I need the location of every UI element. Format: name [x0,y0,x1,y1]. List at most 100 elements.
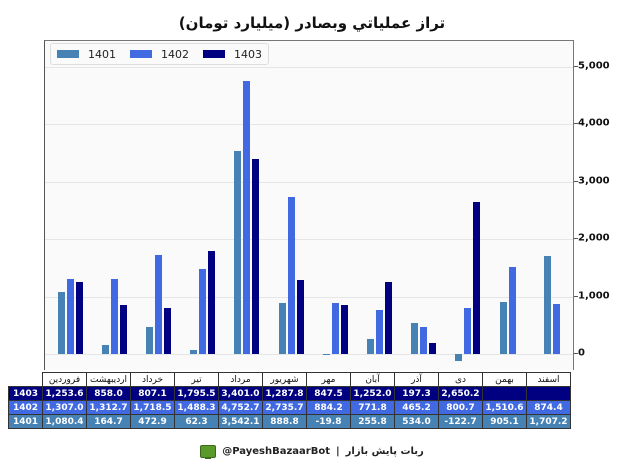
table-cell: -122.7 [438,414,483,429]
table-cell: 472.9 [130,414,175,429]
bot-handle: @PayeshBazaarBot [222,446,330,457]
table-header: مهر [306,372,351,387]
table-cell: 1,287.8 [262,386,307,401]
table-cell: 465.2 [394,400,439,415]
table-cell [526,386,571,401]
bar-1401-0 [57,291,65,354]
bar-1403-4 [252,158,260,354]
table-cell: 1,307.0 [42,400,87,415]
table-cell: 847.5 [306,386,351,401]
plot-area [44,40,574,370]
table-header: دی [438,372,483,387]
bar-1401-8 [411,323,419,354]
row-label: 1402 [8,400,43,415]
table-cell: 888.8 [262,414,307,429]
bar-1402-10 [508,267,516,354]
bar-1402-4 [243,81,251,354]
legend-swatch-icon [203,50,225,58]
chart-title: تراز عملیاتي وبصادر (میلیارد تومان) [178,14,446,32]
table-cell: 874.4 [526,400,571,415]
bar-1403-3 [208,250,216,354]
bar-1401-2 [145,326,153,354]
table-header: مرداد [218,372,263,387]
legend-item-1403: 1403 [203,48,262,61]
ytick-mark [574,66,578,67]
bar-1403-2 [163,307,171,354]
ytick-label: 1,000 [578,290,610,302]
table-cell: 1,718.5 [130,400,175,415]
table-cell: 3,542.1 [218,414,263,429]
ytick-mark [574,353,578,354]
table-header: تیر [174,372,219,387]
bar-1402-5 [287,196,295,354]
table-cell: 164.7 [86,414,131,429]
table-cell: 905.1 [482,414,527,429]
table-cell: 62.3 [174,414,219,429]
legend-label: 1401 [88,47,116,61]
bar-1402-9 [464,308,472,354]
bar-1401-9 [455,354,463,362]
bar-1401-1 [101,344,109,354]
table-cell: 2,650.2 [438,386,483,401]
table-cell: 1,253.6 [42,386,87,401]
bar-1403-5 [296,280,304,354]
bar-1401-3 [190,350,198,354]
table-header: خرداد [130,372,175,387]
table-cell: 800.7 [438,400,483,415]
gridline [45,67,573,68]
table-cell: 1,707.2 [526,414,571,429]
monitor-icon [200,445,217,459]
data-table: فروردین اردیبهشت خرداد تیر مرداد شهریور مهر آبا… [8,372,571,429]
gridline [45,181,573,183]
table-cell: 858.0 [86,386,131,401]
table-header: شهریور [262,372,307,387]
bar-1401-7 [366,339,374,354]
ytick-label: 2,000 [578,232,610,244]
gridline [45,296,573,298]
table-cell: 4,752.7 [218,400,263,415]
table-cell: -19.8 [306,414,351,429]
table-cell: 807.1 [130,386,175,401]
table-cell: 255.8 [350,414,395,429]
table-header: فروردین [42,372,87,387]
table-cell: 1,795.5 [174,386,219,401]
legend-item-1401: 1401 [57,48,116,61]
table-cell: 3,401.0 [218,386,263,401]
table-cell: 1,312.7 [86,400,131,415]
ytick-label: 4,000 [578,117,610,129]
gridline [45,354,573,355]
bar-1402-7 [375,309,383,354]
table-header: اردیبهشت [86,372,131,387]
bar-1402-11 [552,303,560,354]
ytick-mark [574,180,578,182]
bar-1401-5 [278,302,286,354]
table-row: 1401 1,080.4 164.7 472.9 62.3 3,542.1 888.8 -19… [8,414,571,429]
legend-swatch-icon [130,50,152,58]
bot-name: ربات پایش بازار [345,446,424,457]
table-corner [9,373,43,387]
legend-label: 1403 [234,47,262,61]
table-cell: 1,488.3 [174,400,219,415]
bar-1402-8 [420,327,428,354]
table-cell: 1,080.4 [42,414,87,429]
table-header: بهمن [482,372,527,387]
ytick-mark [574,238,578,240]
row-label: 1401 [8,414,43,429]
bar-1402-2 [154,255,162,354]
table-cell: 534.0 [394,414,439,429]
bar-1401-11 [543,256,551,354]
bar-1401-6 [322,354,330,356]
ytick-label: 5,000 [578,60,610,72]
bar-1403-9 [473,201,481,354]
ytick-label: 0 [578,347,585,359]
table-header: آذر [394,372,439,387]
table-cell: 771.8 [350,400,395,415]
bar-1403-8 [429,342,437,354]
table-row: 1402 1,307.0 1,312.7 1,718.5 1,488.3 4,752.7 2… [8,400,571,415]
bar-1402-1 [110,278,118,354]
bar-1402-0 [66,278,74,354]
table-cell: 1,510.6 [482,400,527,415]
ytick-mark [574,123,578,125]
bar-1401-4 [234,150,242,354]
table-header-row: فروردین اردیبهشت خرداد تیر مرداد شهریور مهر آبا… [9,372,571,387]
